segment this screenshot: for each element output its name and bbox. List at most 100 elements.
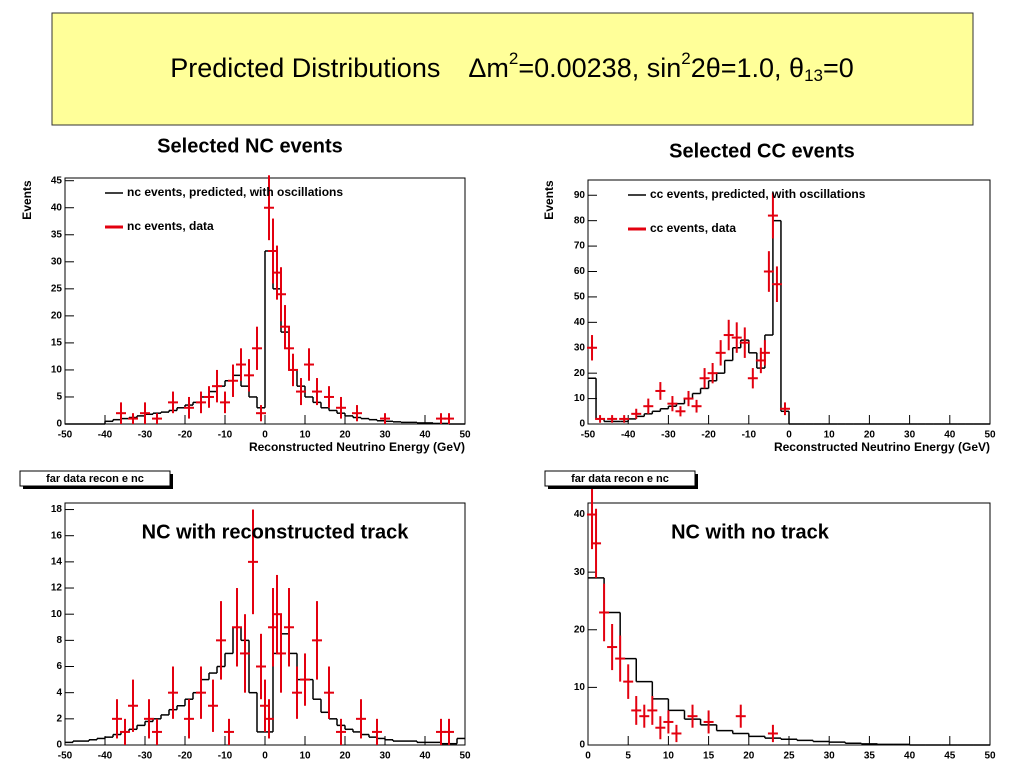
y-tick-label: 15 [51, 338, 63, 349]
y-tick-label: 80 [574, 215, 586, 226]
data-point [444, 718, 454, 745]
x-tick-label: 20 [339, 751, 351, 762]
x-tick-label: 30 [904, 430, 916, 441]
data-point [683, 390, 694, 407]
stats-label: far data recon e nc [571, 473, 669, 485]
x-tick-label: 50 [459, 430, 471, 441]
chart: 0 5 10 15 20 25 30 35 40 45 -50 -40 -30 -20 -10 0 10 20 30… [20, 135, 471, 454]
data-point [168, 391, 178, 414]
data-point [292, 666, 302, 719]
data-point [288, 353, 298, 387]
y-tick-label: 40 [51, 202, 63, 213]
chart-title: NC with no track [671, 521, 830, 543]
data-point [703, 710, 714, 734]
chart-title: NC with reconstructed track [142, 521, 410, 543]
data-point [607, 415, 618, 423]
data-point [228, 364, 238, 397]
legend-label: nc events, predicted, with oscillations [127, 185, 343, 199]
data-point [767, 724, 778, 743]
y-tick-label: 30 [574, 342, 586, 353]
data-point [284, 326, 294, 370]
y-tick-label: 25 [51, 283, 63, 294]
data-point [691, 399, 702, 413]
chart: 0 2 4 6 8 10 12 14 16 18 -50 -40 -30 -20 -10 0 10 20 30 40 5… [19, 470, 471, 762]
x-tick-label: -40 [98, 430, 113, 441]
x-tick-label: 30 [824, 751, 836, 762]
x-tick-label: 10 [824, 430, 836, 441]
y-tick-label: 10 [51, 609, 63, 620]
data-point [715, 340, 726, 366]
x-tick-label: -50 [58, 751, 73, 762]
data-point [763, 251, 774, 292]
y-tick-label: 50 [574, 292, 586, 303]
x-tick-label: 40 [419, 751, 431, 762]
x-tick-label: 10 [663, 751, 675, 762]
data-point [216, 601, 226, 680]
data-point [324, 666, 334, 719]
x-tick-label: 35 [864, 751, 876, 762]
y-tick-label: 20 [574, 368, 586, 379]
slide-title: Predicted Distributions Δm2=0.00238, sin2… [170, 49, 854, 85]
data-point [639, 704, 650, 728]
x-tick-label: 50 [459, 751, 471, 762]
data-point [212, 369, 222, 403]
x-tick-label: -10 [218, 751, 233, 762]
y-tick-label: 20 [51, 311, 63, 322]
data-point [747, 368, 758, 389]
y-tick-label: 0 [579, 419, 585, 430]
data-point [707, 363, 718, 384]
y-tick-label: 40 [574, 317, 586, 328]
data-point [631, 408, 642, 419]
data-point [276, 267, 286, 322]
x-tick-label: 5 [625, 751, 631, 762]
y-tick-label: 30 [574, 567, 586, 578]
x-axis-label: Reconstructed Neutrino Energy (GeV) [249, 440, 465, 454]
stats-box [19, 470, 171, 487]
data-point [647, 696, 658, 725]
y-tick-label: 35 [51, 229, 63, 240]
data-point [276, 614, 286, 693]
data-point [224, 718, 234, 745]
x-tick-label: -30 [661, 430, 676, 441]
y-tick-label: 10 [51, 365, 63, 376]
data-point [352, 405, 362, 422]
y-tick-label: 12 [51, 583, 63, 594]
x-tick-label: -50 [58, 430, 73, 441]
data-point [248, 509, 258, 615]
title-part: 2 [509, 49, 518, 68]
data-point [284, 588, 294, 667]
legend-label: nc events, data [127, 219, 214, 233]
data-point [623, 664, 634, 699]
y-tick-label: 18 [51, 504, 63, 515]
chart-title: Selected CC events [669, 140, 855, 162]
data-point [671, 724, 682, 743]
data-point [607, 624, 618, 671]
y-tick-label: 6 [56, 661, 62, 672]
data-point [204, 386, 214, 408]
x-tick-label: 0 [262, 751, 268, 762]
data-point [444, 413, 454, 424]
data-point [232, 588, 242, 667]
chart: 0 10 20 30 40 50 60 70 80 90 -50 -40 -30 -20 -10 0 10 20 3… [542, 140, 996, 454]
y-tick-label: 0 [579, 740, 585, 751]
data-point [208, 679, 218, 732]
data-point [116, 402, 126, 424]
x-tick-label: 0 [262, 430, 268, 441]
y-tick-label: 10 [574, 393, 586, 404]
x-tick-label: 20 [864, 430, 876, 441]
chart: 0 10 20 30 40 0 5 10 15 20 25 30 35 40 45 50 NC with no … [544, 470, 996, 762]
data-point [599, 583, 610, 642]
data-point [252, 326, 262, 370]
stats-box [544, 470, 696, 487]
data-point [196, 391, 206, 414]
data-point [264, 175, 274, 241]
x-tick-label: 10 [299, 751, 311, 762]
data-point [324, 386, 334, 408]
x-tick-label: -20 [178, 430, 193, 441]
x-tick-label: 0 [786, 430, 792, 441]
title-part: =0.00238, sin [518, 53, 681, 83]
data-point [120, 718, 130, 745]
y-tick-label: 16 [51, 530, 63, 541]
title-part: 2 [681, 49, 690, 68]
x-tick-label: 50 [984, 430, 996, 441]
